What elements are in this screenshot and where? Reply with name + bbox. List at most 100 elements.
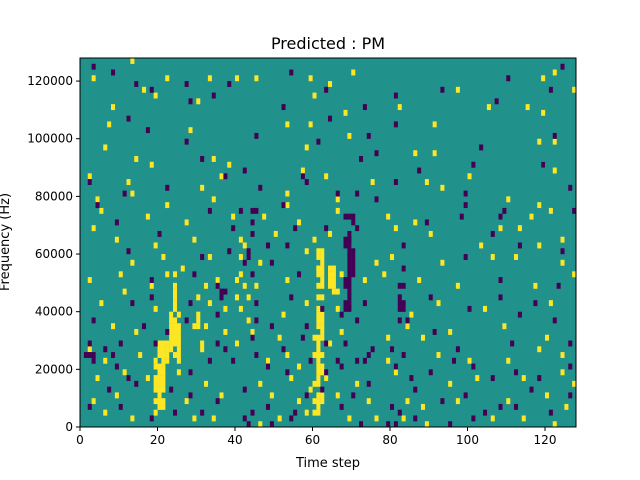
heatmap-cell-positive bbox=[397, 104, 402, 111]
heatmap-cell-negative bbox=[355, 190, 360, 197]
heatmap-cell-positive bbox=[176, 340, 181, 347]
heatmap-cell-positive bbox=[165, 346, 170, 353]
heatmap-cell-negative bbox=[366, 380, 371, 387]
heatmap-cell-positive bbox=[200, 184, 205, 191]
heatmap-cell-negative bbox=[409, 375, 414, 382]
heatmap-cell-positive bbox=[347, 415, 352, 422]
heatmap-cell-negative bbox=[304, 179, 309, 185]
heatmap-cell-positive bbox=[297, 398, 302, 405]
heatmap-cell-positive bbox=[537, 242, 542, 249]
heatmap-cell-positive bbox=[320, 334, 325, 341]
heatmap-cell-positive bbox=[308, 121, 313, 128]
heatmap-cell-negative bbox=[343, 242, 348, 249]
heatmap-cell-negative bbox=[126, 248, 131, 255]
heatmap-cell-positive bbox=[455, 398, 460, 405]
heatmap-cell-positive bbox=[316, 363, 321, 370]
heatmap-cell-negative bbox=[347, 288, 352, 295]
heatmap-cell-positive bbox=[490, 254, 495, 260]
heatmap-cell-positive bbox=[103, 357, 108, 364]
heatmap-cell-positive bbox=[421, 334, 426, 341]
heatmap-cell-negative bbox=[281, 346, 286, 353]
heatmap-cell-negative bbox=[289, 294, 294, 301]
heatmap-cell-negative bbox=[320, 386, 325, 393]
heatmap-cell-negative bbox=[207, 357, 212, 364]
heatmap-cell-positive bbox=[169, 328, 174, 335]
heatmap-cell-positive bbox=[475, 375, 480, 382]
heatmap-cell-positive bbox=[308, 75, 313, 82]
heatmap-cell-negative bbox=[87, 340, 92, 347]
heatmap-cell-positive bbox=[320, 254, 325, 260]
heatmap-cell-positive bbox=[153, 409, 158, 416]
heatmap-cell-negative bbox=[269, 421, 274, 428]
heatmap-cell-positive bbox=[320, 259, 325, 266]
heatmap-cell-positive bbox=[541, 109, 546, 116]
heatmap-cell-negative bbox=[556, 282, 561, 289]
heatmap-cell-negative bbox=[401, 352, 406, 358]
heatmap-cell-negative bbox=[359, 421, 364, 428]
heatmap-cell-negative bbox=[266, 242, 271, 249]
heatmap-cell-positive bbox=[440, 184, 445, 191]
heatmap-cell-negative bbox=[231, 225, 236, 232]
heatmap-cell-negative bbox=[242, 259, 247, 266]
heatmap-cell-positive bbox=[153, 375, 158, 382]
heatmap-cell-positive bbox=[432, 150, 437, 157]
heatmap-cell-positive bbox=[180, 265, 185, 272]
heatmap-cell-positive bbox=[145, 213, 150, 220]
heatmap-cell-positive bbox=[409, 311, 414, 318]
heatmap-cell-positive bbox=[161, 369, 166, 376]
heatmap-cell-negative bbox=[87, 179, 92, 185]
heatmap-cell-positive bbox=[366, 398, 371, 405]
heatmap-cell-positive bbox=[153, 242, 158, 249]
heatmap-cell-negative bbox=[386, 421, 391, 428]
heatmap-cell-positive bbox=[223, 305, 228, 312]
heatmap-cell-negative bbox=[250, 409, 255, 416]
heatmap-cell-negative bbox=[335, 357, 340, 364]
heatmap-cell-negative bbox=[281, 104, 286, 111]
heatmap-cell-positive bbox=[107, 121, 112, 128]
heatmap-cell-negative bbox=[397, 409, 402, 416]
heatmap-cell-positive bbox=[328, 340, 333, 347]
heatmap-cell-positive bbox=[320, 317, 325, 324]
heatmap-cell-positive bbox=[545, 334, 550, 341]
heatmap-cell-negative bbox=[242, 415, 247, 422]
heatmap-cell-negative bbox=[149, 415, 154, 422]
heatmap-cell-positive bbox=[176, 346, 181, 353]
heatmap-cell-positive bbox=[173, 271, 178, 278]
heatmap-cell-positive bbox=[138, 352, 143, 358]
heatmap-cell-negative bbox=[355, 317, 360, 324]
heatmap-cell-positive bbox=[421, 403, 426, 410]
heatmap-cell-positive bbox=[390, 254, 395, 260]
heatmap-cell-positive bbox=[316, 375, 321, 382]
heatmap-cell-positive bbox=[173, 334, 178, 341]
heatmap-cell-positive bbox=[502, 323, 507, 330]
heatmap-cell-negative bbox=[339, 403, 344, 410]
heatmap-cell-negative bbox=[223, 173, 228, 180]
heatmap-cell-negative bbox=[184, 317, 189, 324]
heatmap-cell-positive bbox=[316, 357, 321, 364]
heatmap-cell-positive bbox=[130, 415, 135, 422]
heatmap-cell-positive bbox=[281, 311, 286, 318]
heatmap-cell-positive bbox=[157, 352, 162, 358]
heatmap-cell-positive bbox=[192, 415, 197, 422]
heatmap-cell-positive bbox=[165, 352, 170, 358]
heatmap-cell-positive bbox=[87, 346, 92, 353]
x-tick-label: 40 bbox=[227, 433, 242, 447]
heatmap-cell-positive bbox=[176, 311, 181, 318]
heatmap-cell-positive bbox=[316, 323, 321, 330]
heatmap-cell-negative bbox=[347, 259, 352, 266]
heatmap-cell-negative bbox=[343, 236, 348, 243]
heatmap-cell-negative bbox=[362, 300, 367, 307]
heatmap-cell-negative bbox=[428, 294, 433, 301]
heatmap-cell-negative bbox=[328, 115, 333, 122]
heatmap-cell-positive bbox=[521, 375, 526, 382]
heatmap-cell-negative bbox=[188, 98, 193, 105]
heatmap-cell-positive bbox=[285, 190, 290, 197]
heatmap-cell-positive bbox=[320, 352, 325, 358]
heatmap-cell-positive bbox=[351, 69, 356, 76]
heatmap-cell-negative bbox=[479, 144, 484, 151]
heatmap-cell-negative bbox=[223, 288, 228, 295]
heatmap-cell-positive bbox=[153, 398, 158, 405]
heatmap-cell-negative bbox=[343, 305, 348, 312]
heatmap-cell-positive bbox=[537, 346, 542, 353]
heatmap-cell-positive bbox=[169, 317, 174, 324]
